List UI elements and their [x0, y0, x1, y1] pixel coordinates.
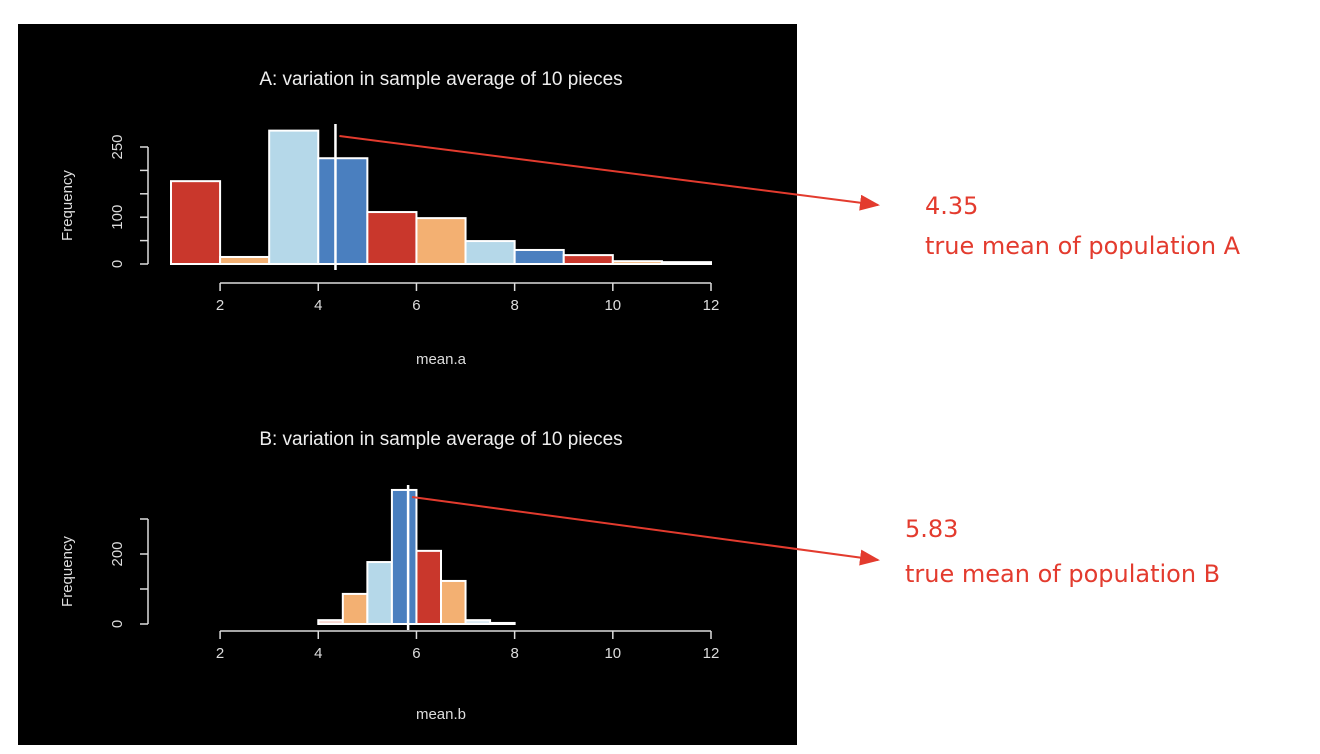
bar [464, 240, 516, 265]
bar [415, 217, 467, 265]
x-tick-label: 8 [510, 645, 518, 662]
y-tick-label: 200 [109, 541, 126, 566]
bar [513, 248, 565, 266]
x-tick-label: 2 [216, 645, 224, 662]
x-tick-label: 10 [604, 645, 621, 662]
x-axis-label: mean.b [416, 706, 466, 723]
annotation-value: 5.83 [905, 515, 958, 543]
chart-title: B: variation in sample average of 10 pie… [259, 429, 622, 450]
bar [390, 488, 418, 626]
x-tick-label: 6 [412, 645, 420, 662]
bar [366, 561, 393, 625]
x-tick-label: 12 [703, 297, 720, 314]
y-axis-label: Frequency [59, 170, 76, 241]
x-tick-label: 6 [412, 297, 420, 314]
plot-panel [18, 24, 797, 745]
bar [562, 254, 614, 266]
y-tick-label: 250 [109, 134, 126, 159]
bar [341, 592, 369, 626]
x-tick-label: 10 [604, 297, 621, 314]
bar [219, 255, 271, 266]
annotation-arrow [339, 135, 880, 211]
annotation-arrow [411, 496, 880, 566]
bar [464, 619, 492, 626]
annotation-text: true mean of population A [925, 232, 1241, 260]
y-axis-label: Frequency [59, 536, 76, 607]
bar [440, 579, 467, 626]
annotation-value: 4.35 [925, 192, 978, 220]
x-tick-label: 2 [216, 297, 224, 314]
bar [366, 211, 418, 266]
y-tick-label: 0 [109, 260, 126, 268]
bar [489, 621, 516, 626]
bar [317, 157, 369, 265]
annotation-text: true mean of population B [905, 560, 1220, 588]
bar [317, 619, 344, 626]
bar [268, 129, 320, 265]
x-tick-label: 12 [703, 645, 720, 662]
y-tick-label: 0 [109, 620, 126, 628]
x-tick-label: 4 [314, 645, 322, 662]
x-tick-label: 8 [510, 297, 518, 314]
x-tick-label: 4 [314, 297, 322, 314]
y-tick-label: 100 [109, 205, 126, 230]
x-axis-label: mean.a [416, 351, 467, 368]
chart-title: A: variation in sample average of 10 pie… [259, 69, 622, 90]
bar [660, 261, 713, 265]
bar [611, 260, 663, 265]
bar [170, 180, 222, 265]
bar [415, 549, 443, 625]
